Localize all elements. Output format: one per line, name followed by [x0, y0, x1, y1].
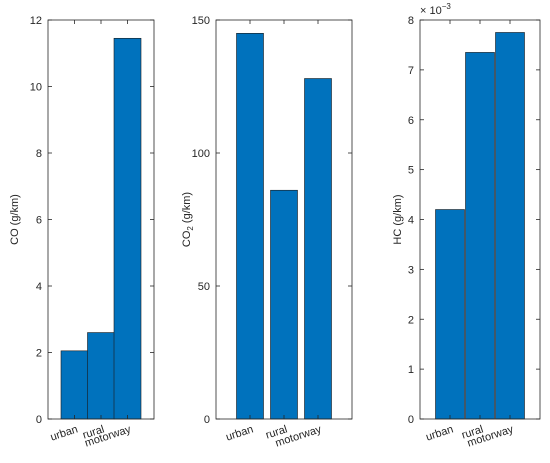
bar-rural: [465, 52, 495, 420]
bar-urban: [236, 32, 264, 420]
bar-motorway: [304, 78, 332, 420]
y-tick-label: 8: [408, 15, 414, 27]
y-tick-label: 2: [408, 314, 414, 326]
y-tick-label: 0: [408, 414, 414, 426]
y-tick-label: 50: [198, 281, 210, 293]
x-tick-label-urban: urban: [424, 423, 454, 443]
bar-rural: [270, 189, 298, 420]
bar-motorway: [495, 32, 525, 420]
y-tick-label: 10: [30, 82, 42, 94]
y-tick-label: 7: [408, 65, 414, 77]
y-tick-label: 0: [36, 414, 42, 426]
y-tick-label: 12: [30, 15, 42, 27]
y-tick-label: 6: [36, 215, 42, 227]
y-tick-label: 4: [408, 215, 414, 227]
y-tick-label: 0: [204, 414, 210, 426]
y-axis-label: CO2 (g/km): [181, 192, 195, 247]
y-axis-label: CO (g/km): [9, 194, 21, 245]
x-tick-label-urban: urban: [49, 423, 79, 443]
bar-urban: [435, 209, 465, 420]
bar-urban: [60, 350, 89, 420]
y-tick-label: 5: [408, 165, 414, 177]
y-tick-label: 4: [36, 281, 42, 293]
y-tick-label: 3: [408, 264, 414, 276]
y-tick-label: 150: [192, 15, 210, 27]
x-tick-label-urban: urban: [224, 423, 254, 443]
y-exponent-label: × 10−3: [420, 2, 451, 17]
bar-rural: [87, 332, 115, 420]
y-tick-label: 100: [192, 148, 210, 160]
y-tick-label: 2: [36, 348, 42, 360]
y-tick-label: 1: [408, 364, 414, 376]
y-tick-label: 6: [408, 115, 414, 127]
y-axis-label: HC (g/km): [392, 194, 404, 244]
y-tick-label: 8: [36, 148, 42, 160]
bar-motorway: [113, 37, 142, 420]
